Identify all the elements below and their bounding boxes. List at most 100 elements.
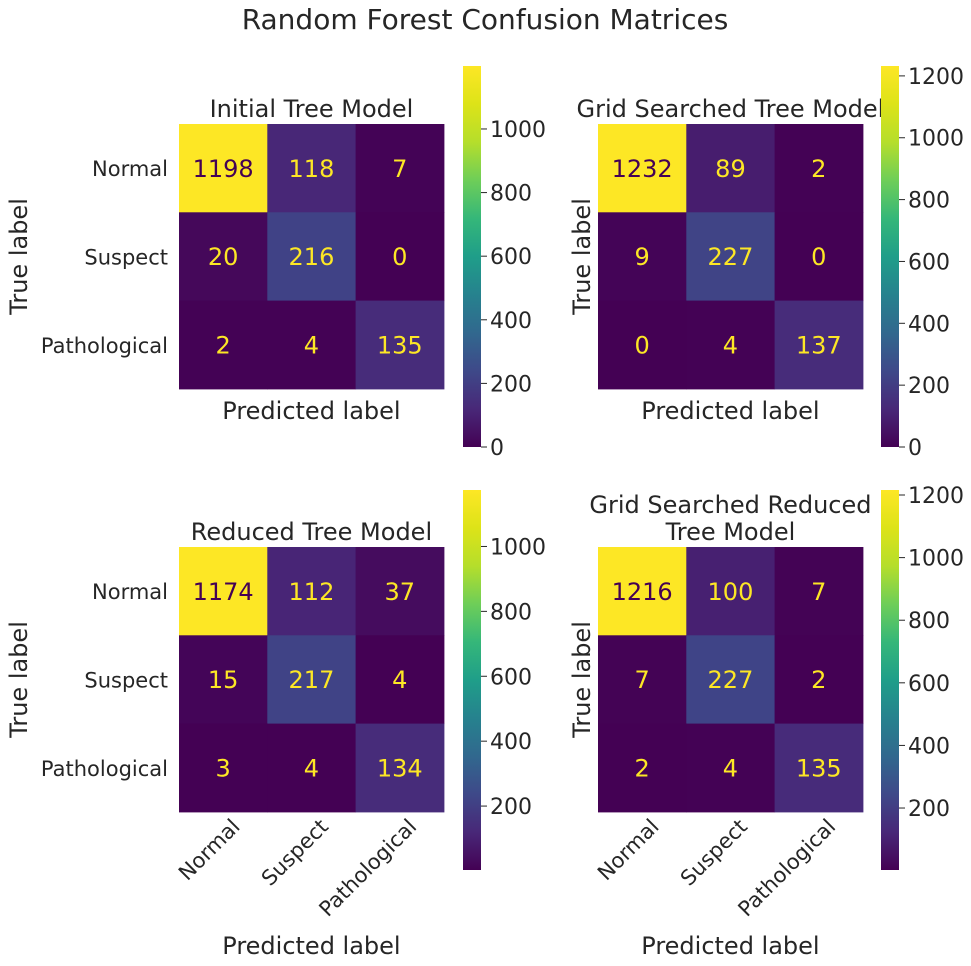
x-axis-label: Predicted label xyxy=(222,397,400,425)
figure-title: Random Forest Confusion Matrices xyxy=(242,3,729,36)
heatmap-cell xyxy=(179,635,268,725)
cell-value-label: 4 xyxy=(723,331,738,359)
cell-value-label: 0 xyxy=(811,243,826,271)
cell-value-label: 216 xyxy=(289,243,335,271)
heatmap-cell xyxy=(686,635,776,725)
cell-value-label: 227 xyxy=(708,243,754,271)
confusion-matrix-panel: 1174 112 37 15 217 4 3 4 134 Reduced Tree Model No… xyxy=(5,490,546,960)
cell-value-label: 137 xyxy=(796,331,842,359)
colorbar xyxy=(881,490,899,870)
x-tick-label: Normal xyxy=(593,814,664,885)
colorbar-tick-label: 800 xyxy=(908,609,950,634)
confusion-matrix-panel: 1198 118 7 20 216 0 2 4 135 Initial Tree Model Nor… xyxy=(5,66,546,461)
colorbar-tick-label: 200 xyxy=(490,795,532,820)
cell-value-label: 118 xyxy=(289,155,335,183)
x-axis-label: Predicted label xyxy=(641,932,819,960)
colorbar-tick-label: 0 xyxy=(490,436,504,461)
heatmap-cell xyxy=(686,547,776,636)
cell-value-label: 7 xyxy=(811,578,826,606)
colorbar-tick-label: 1000 xyxy=(490,118,546,143)
cell-value-label: 7 xyxy=(635,666,650,694)
y-axis-label: True label xyxy=(568,621,596,739)
y-tick-label: Pathological xyxy=(41,334,168,358)
x-axis-label: Predicted label xyxy=(641,397,819,425)
colorbar xyxy=(463,66,481,447)
colorbar-tick-label: 600 xyxy=(908,250,950,275)
cell-value-label: 15 xyxy=(208,666,239,694)
y-axis-label: True label xyxy=(5,198,33,316)
cell-value-label: 134 xyxy=(377,754,423,782)
heatmap-cell xyxy=(355,635,445,725)
cell-value-label: 217 xyxy=(289,666,335,694)
panel-title: Grid Searched Tree Model xyxy=(577,95,885,123)
colorbar-tick-label: 600 xyxy=(490,665,532,690)
heatmap-cell xyxy=(686,124,776,213)
panel-title: Initial Tree Model xyxy=(210,95,414,123)
panel-title: Tree Model xyxy=(665,518,796,546)
cell-value-label: 20 xyxy=(208,243,239,271)
heatmap-cell xyxy=(598,635,687,725)
y-tick-label: Normal xyxy=(92,580,168,604)
heatmap-cell xyxy=(267,124,357,213)
heatmap-cell xyxy=(355,547,445,636)
heatmap-cell xyxy=(598,547,687,636)
cell-value-label: 135 xyxy=(377,331,423,359)
x-tick-label: Normal xyxy=(174,814,245,885)
heatmap-cell xyxy=(355,300,445,390)
panel-title: Reduced Tree Model xyxy=(191,518,432,546)
colorbar-tick-label: 400 xyxy=(908,734,950,759)
colorbar-tick-label: 1200 xyxy=(908,65,964,90)
heatmap-cell xyxy=(774,300,864,390)
heatmap-cell xyxy=(179,547,268,636)
colorbar-tick-label: 800 xyxy=(490,182,532,207)
cell-value-label: 0 xyxy=(635,331,650,359)
colorbar-tick-label: 600 xyxy=(908,672,950,697)
heatmap-cell xyxy=(774,547,864,636)
cell-value-label: 3 xyxy=(216,754,231,782)
heatmap-cell xyxy=(179,124,268,213)
heatmap-cell xyxy=(179,723,268,813)
colorbar-tick-label: 400 xyxy=(908,312,950,337)
cell-value-label: 1216 xyxy=(612,578,673,606)
cell-value-label: 2 xyxy=(216,331,231,359)
colorbar-tick-label: 200 xyxy=(908,797,950,822)
y-axis-label: True label xyxy=(568,198,596,316)
heatmap-cell xyxy=(267,212,357,302)
cell-value-label: 2 xyxy=(811,155,826,183)
colorbar-tick-label: 400 xyxy=(490,309,532,334)
heatmap-cell xyxy=(355,212,445,302)
cell-value-label: 100 xyxy=(708,578,754,606)
cell-value-label: 7 xyxy=(392,155,407,183)
cell-value-label: 2 xyxy=(811,666,826,694)
cell-value-label: 9 xyxy=(635,243,650,271)
cell-value-label: 4 xyxy=(723,754,738,782)
heatmap-cell xyxy=(598,124,687,213)
cell-value-label: 37 xyxy=(384,578,415,606)
colorbar-tick-label: 200 xyxy=(908,374,950,399)
heatmap-cell xyxy=(267,300,357,390)
y-tick-label: Suspect xyxy=(84,245,168,269)
cell-value-label: 1232 xyxy=(612,155,673,183)
colorbar-tick-label: 800 xyxy=(490,600,532,625)
heatmap-cell xyxy=(774,635,864,725)
y-tick-label: Pathological xyxy=(41,757,168,781)
heatmap-cell xyxy=(774,212,864,302)
heatmap-cell xyxy=(598,212,687,302)
colorbar-tick-label: 1000 xyxy=(908,547,964,572)
cell-value-label: 1198 xyxy=(193,155,254,183)
heatmap-cell xyxy=(267,547,357,636)
colorbar xyxy=(463,490,481,870)
heatmap-cell xyxy=(598,723,687,813)
cell-value-label: 1174 xyxy=(193,578,254,606)
colorbar-tick-label: 1200 xyxy=(908,484,964,509)
heatmap-cell xyxy=(598,300,687,390)
panel-title: Grid Searched Reduced xyxy=(589,491,871,519)
heatmap-cell xyxy=(774,124,864,213)
colorbar-tick-label: 1000 xyxy=(490,535,546,560)
colorbar xyxy=(881,66,899,447)
heatmap-cell xyxy=(686,723,776,813)
heatmap-cell xyxy=(267,635,357,725)
x-tick-label: Suspect xyxy=(257,814,333,890)
